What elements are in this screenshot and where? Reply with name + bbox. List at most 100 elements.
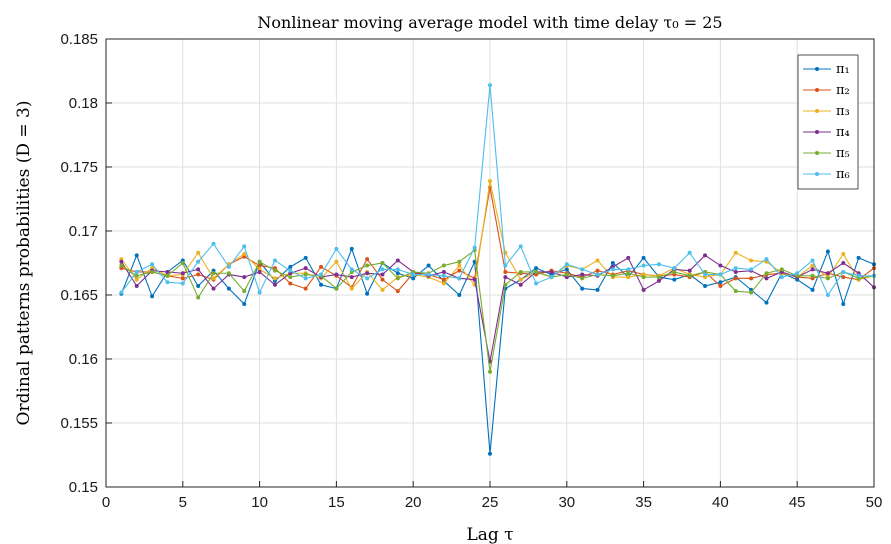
data-point [288,281,293,286]
data-point [518,244,523,249]
data-point [488,369,492,374]
data-point [411,272,416,277]
data-point [733,269,738,274]
data-point [334,286,339,291]
data-point [718,280,723,285]
legend-item: π₅ [803,146,850,161]
data-point [610,261,615,265]
data-point [810,263,815,268]
data-point [580,267,585,272]
data-point [441,273,446,278]
x-tick-label: 35 [635,494,652,511]
data-point [119,263,124,268]
data-point [288,275,293,280]
data-point [810,273,815,278]
data-point [319,282,324,287]
data-point [518,282,523,287]
data-point [150,269,155,274]
legend-swatch-marker [815,151,819,155]
series-line [121,187,875,292]
y-tick-label: 0.155 [60,415,98,432]
data-point [395,258,400,263]
data-point [825,276,830,281]
data-point [764,276,769,281]
legend-label: π₆ [836,167,850,182]
data-point [426,263,431,268]
x-tick-label: 25 [482,494,499,511]
data-point [257,269,262,274]
data-point [626,275,631,280]
x-tick-label: 15 [328,494,345,511]
data-point [242,252,247,257]
ticks: 0 5 10 15 20 25 30 35 40 45 50 0.15 0.155 0.16 0.165 0.… [60,31,882,511]
x-tick-label: 45 [789,494,806,511]
data-point [242,244,247,249]
data-point [672,277,677,282]
data-point [687,273,692,278]
data-point [380,261,385,265]
data-point [764,257,769,262]
data-point [426,272,431,277]
data-point [457,268,462,273]
data-point [595,258,600,263]
y-tick-label: 0.185 [60,31,98,48]
y-tick-label: 0.165 [60,287,98,304]
data-point [749,267,754,272]
legend-item: π₂ [803,83,850,98]
data-point [242,275,247,280]
data-point [595,268,600,273]
data-point [119,290,124,295]
data-point [134,273,139,278]
data-point [641,255,646,260]
data-point [503,282,508,287]
data-point [395,271,400,276]
y-tick-label: 0.175 [60,159,98,176]
data-point [257,259,262,264]
data-point [718,284,723,289]
data-point [856,255,861,260]
data-point [242,301,247,306]
data-point [810,258,815,263]
y-tick-label: 0.15 [69,479,98,496]
data-point [764,300,769,305]
series-line [120,247,875,454]
data-point [733,276,738,281]
legend-item: π₄ [803,125,850,140]
data-point [165,273,170,278]
data-point [411,276,416,281]
data-point [825,249,830,254]
data-point [303,286,308,291]
data-point [457,293,462,297]
data-point [165,280,170,285]
series-line [120,254,875,362]
data-point [733,289,738,294]
data-point [119,259,124,264]
data-point [180,281,185,286]
data-point [564,262,569,267]
data-point [226,286,231,291]
legend-label: π₂ [836,83,850,98]
data-point [365,271,370,276]
data-point [595,287,600,292]
data-point [503,275,508,280]
data-point [518,269,523,274]
data-point [733,266,738,271]
data-point [365,257,370,262]
data-point [457,276,462,281]
data-point [349,267,354,272]
legend-swatch-marker [815,109,819,113]
data-point [580,286,585,291]
data-point [534,281,539,286]
data-point [503,269,508,274]
legend-swatch-marker [815,67,819,71]
data-point [764,271,769,276]
data-point [180,261,185,265]
data-point [457,259,462,264]
legend-label: π₃ [836,104,850,119]
data-point [641,275,646,280]
data-point [610,273,615,278]
data-point [795,271,800,276]
data-point [211,286,216,291]
legend-label: π₄ [836,125,850,140]
data-point [319,272,324,277]
